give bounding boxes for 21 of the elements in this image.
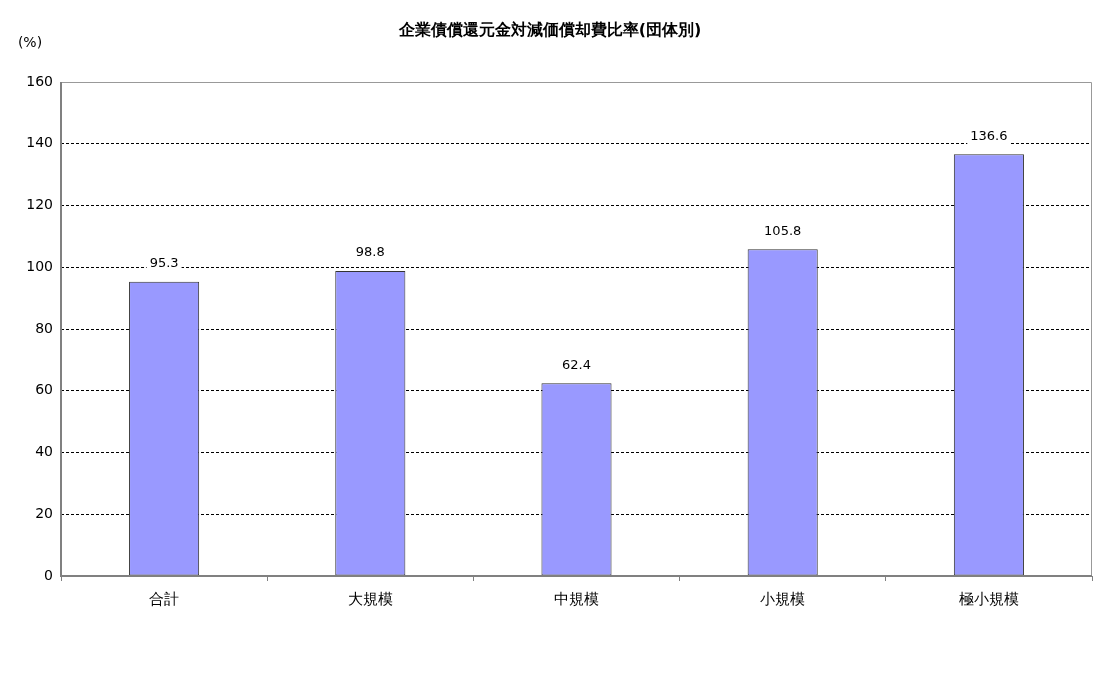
chart-title: 企業債償還元金対減価償却費比率(団体別) bbox=[397, 20, 702, 40]
y-tick-label: 80 bbox=[35, 319, 53, 336]
y-tick-label: 20 bbox=[35, 504, 53, 521]
y-tick-label: 140 bbox=[26, 134, 53, 151]
y-tick-label: 100 bbox=[26, 257, 53, 274]
x-tick-label: 合計 bbox=[149, 589, 180, 608]
data-label: 136.6 bbox=[970, 127, 1008, 143]
y-tick-label: 0 bbox=[44, 566, 53, 583]
y-tick-label: 40 bbox=[35, 443, 53, 460]
y-axis-title: (%) bbox=[17, 33, 43, 50]
y-tick-label: 120 bbox=[26, 196, 53, 213]
y-tick-label: 60 bbox=[35, 381, 53, 398]
data-label: 95.3 bbox=[149, 255, 179, 271]
y-tick-label: 160 bbox=[26, 72, 53, 89]
data-label: 98.8 bbox=[355, 244, 385, 260]
x-tick-label: 小規模 bbox=[760, 589, 806, 608]
data-label: 62.4 bbox=[562, 356, 591, 372]
data-label: 105.8 bbox=[764, 222, 802, 238]
x-tick-label: 中規模 bbox=[554, 589, 599, 608]
x-tick-label: 極小規模 bbox=[958, 589, 1019, 608]
x-tick-label: 大規模 bbox=[347, 589, 393, 608]
